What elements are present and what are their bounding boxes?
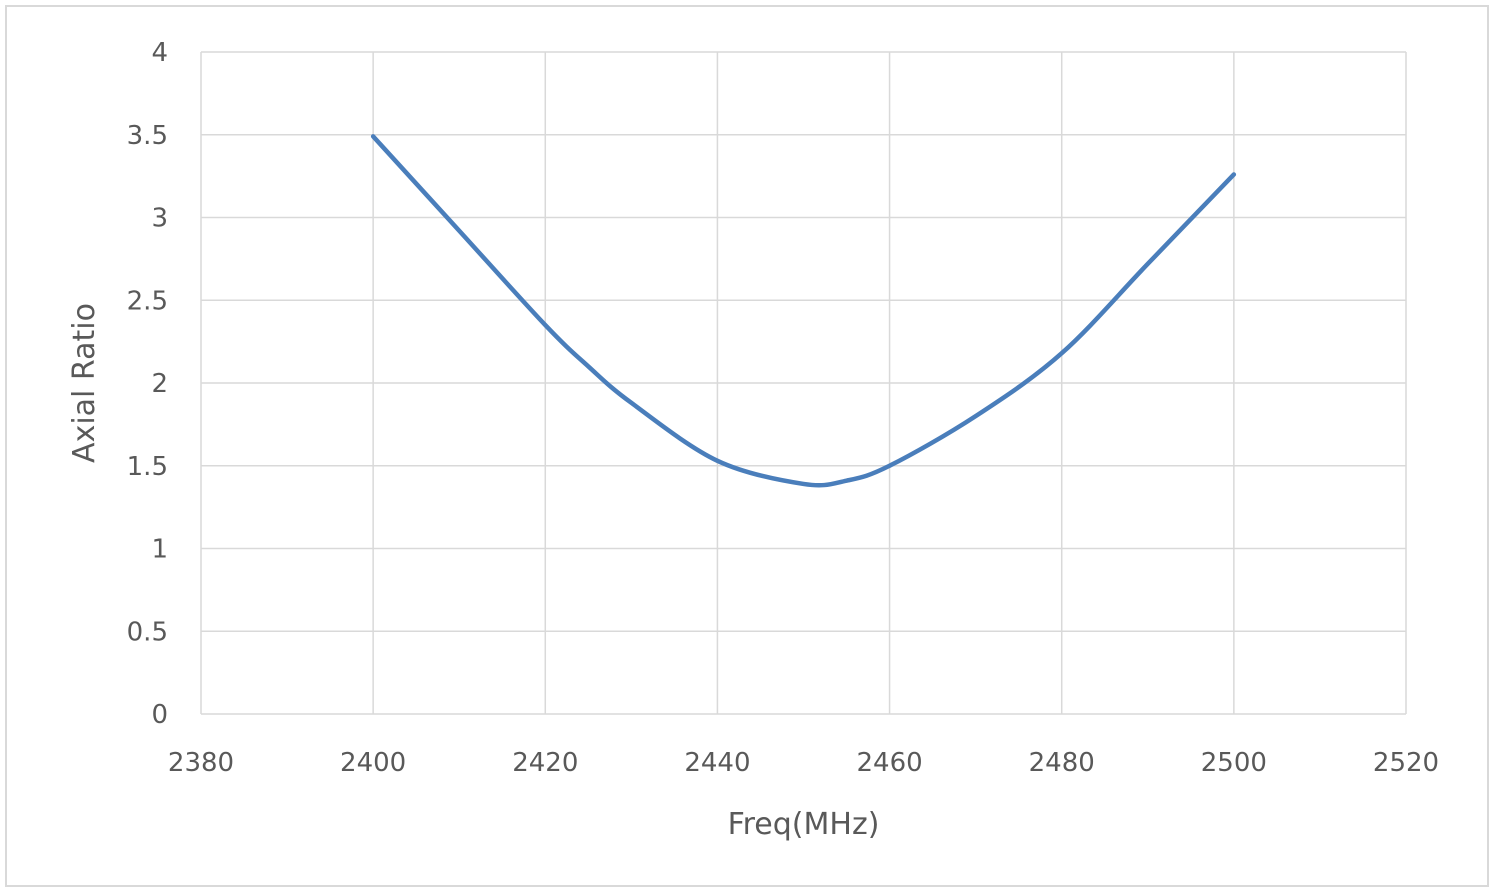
x-axis-label: Freq(MHz)	[728, 807, 880, 842]
x-tick-label: 2460	[856, 748, 922, 778]
x-tick-label: 2380	[168, 748, 234, 778]
x-tick-labels: 2380 2400 2420 2440 2460 2480 2500 2520	[168, 748, 1439, 778]
chart-frame	[5, 5, 1489, 887]
y-tick-label: 3	[151, 204, 168, 234]
x-tick-label: 2500	[1201, 748, 1267, 778]
y-tick-label: 1	[151, 535, 168, 565]
y-tick-labels: 0 0.5 1 1.5 2 2.5 3 3.5 4	[127, 38, 168, 730]
y-tick-label: 4	[151, 38, 168, 68]
x-tick-label: 2480	[1029, 748, 1095, 778]
y-axis-label: Axial Ratio	[67, 303, 102, 463]
x-tick-label: 2400	[340, 748, 406, 778]
y-tick-label: 0.5	[127, 617, 168, 647]
y-tick-label: 2	[151, 369, 168, 399]
y-tick-label: 1.5	[127, 452, 168, 482]
x-tick-label: 2440	[684, 748, 750, 778]
y-tick-label: 3.5	[127, 121, 168, 151]
series-layer	[370, 134, 1237, 488]
x-tick-label: 2420	[512, 748, 578, 778]
y-tick-label: 2.5	[127, 286, 168, 316]
y-tick-label: 0	[151, 700, 168, 730]
grid	[200, 51, 1407, 715]
x-tick-label: 2520	[1373, 748, 1439, 778]
series-line	[370, 134, 1237, 488]
